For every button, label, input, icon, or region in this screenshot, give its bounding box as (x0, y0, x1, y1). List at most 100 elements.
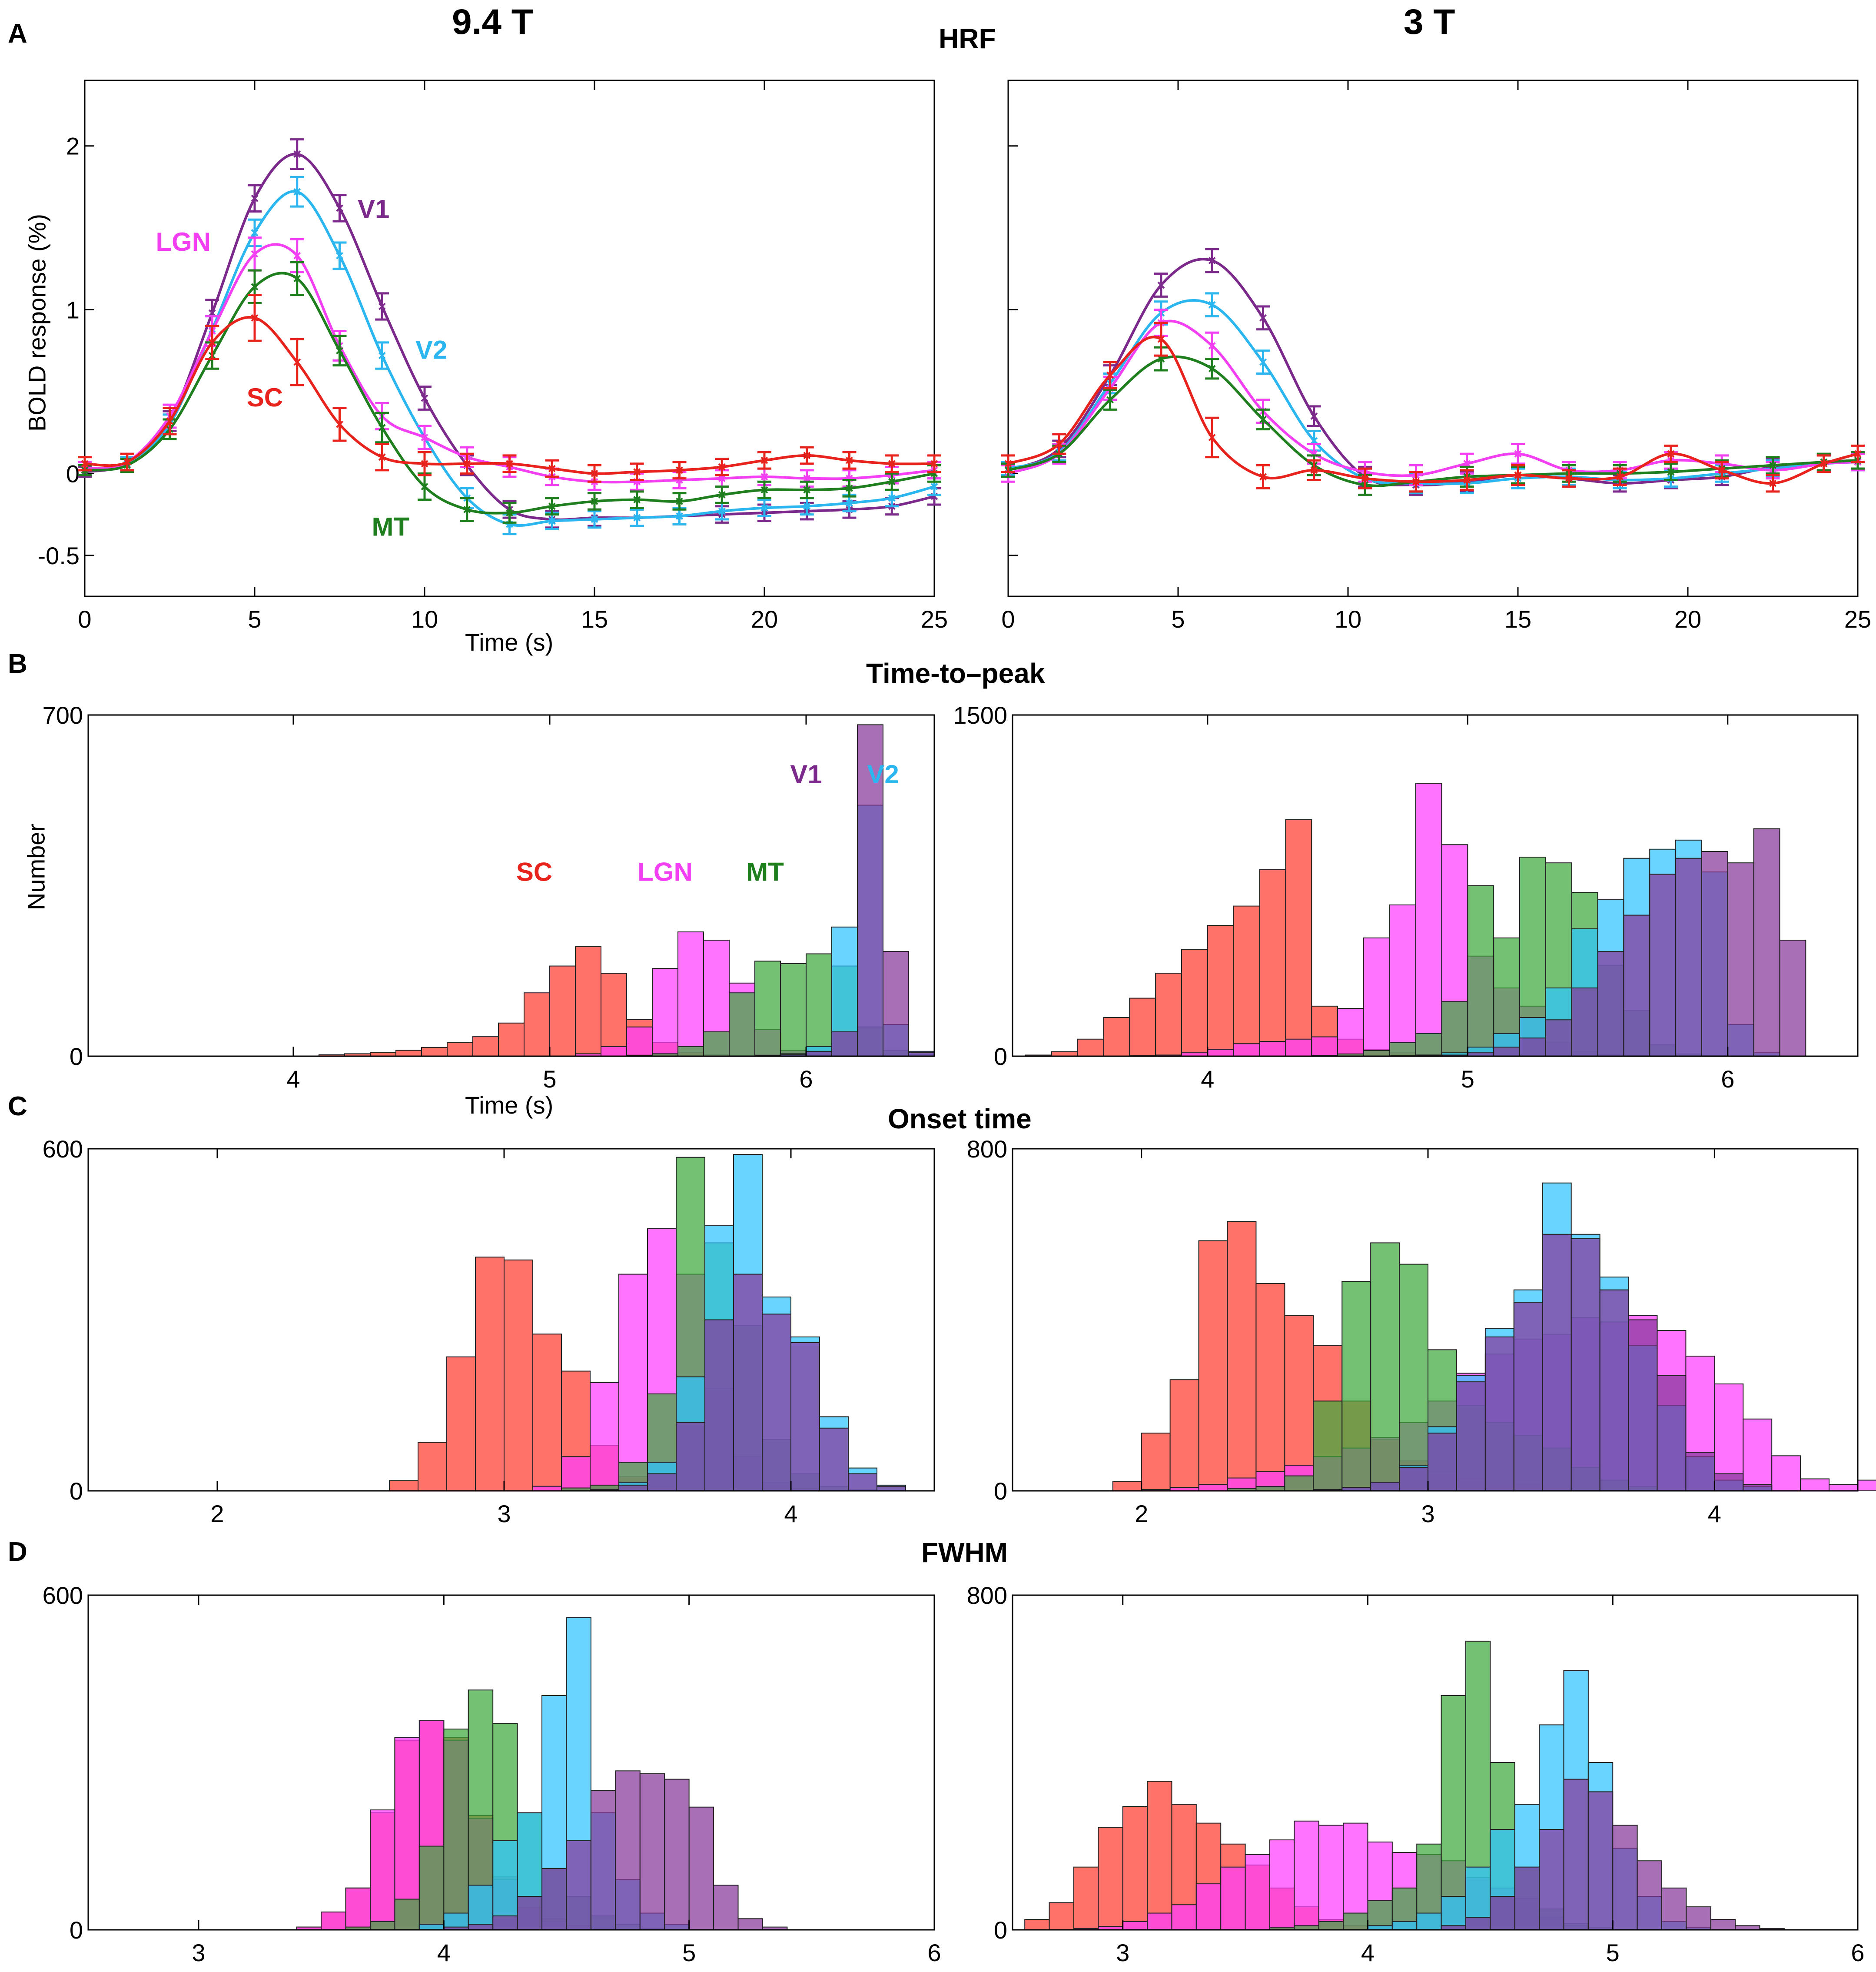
ttp94-bar-mt (677, 1046, 704, 1057)
hrf94-point (633, 496, 641, 504)
onset94-bar-v1 (848, 1473, 877, 1491)
fwhm3-bar-mt (1367, 1900, 1393, 1930)
fwhm3-bar-lgn (1220, 1866, 1246, 1930)
hrf3-point (1718, 466, 1726, 474)
hrf3-point (1106, 371, 1114, 379)
fwhm3-bar-v1 (1661, 1887, 1687, 1930)
hrf94-point (378, 453, 386, 461)
onset3-xtick-label: 3 (1421, 1500, 1434, 1527)
hrf3-line-v1 (1007, 258, 1858, 487)
onset94-frame (87, 1148, 935, 1492)
hrf3-line-mt (1008, 355, 1858, 487)
ttp3-bar-v1 (1597, 951, 1624, 1057)
fwhm94-bar-lgn (345, 1887, 371, 1930)
ttp94-ytick-label: 0 (70, 1043, 83, 1070)
onset94-ytick-label: 600 (43, 1135, 83, 1163)
onset3-bar-sc (1284, 1315, 1314, 1492)
hrf3-xtick-label: 25 (1844, 605, 1871, 633)
fwhm3-ytick-label: 0 (994, 1916, 1007, 1944)
ttp3-bar-lgn (1415, 783, 1442, 1057)
onset94-bar-sc (446, 1356, 476, 1491)
hrf94-point (718, 475, 726, 482)
onset3-bar-sc (1227, 1221, 1257, 1492)
fwhm94-bar-mt (443, 1729, 469, 1930)
hrf3-point (1361, 475, 1369, 482)
hrf3-point (1157, 281, 1165, 289)
fwhm94-bar-v2 (468, 1885, 494, 1931)
hrf94-xtick-label: 15 (581, 605, 608, 633)
ttp94-bar-v1 (806, 1051, 832, 1057)
hrf94-point (378, 424, 386, 432)
ttp94-frame (87, 714, 935, 1057)
fwhm94-ytick-label: 0 (70, 1916, 83, 1944)
hrf3-line-sc (1007, 336, 1858, 485)
panel-letter-c: C (8, 1091, 27, 1121)
ttp3-bar-lgn (1207, 1049, 1234, 1057)
hrf3-point (1565, 475, 1573, 482)
fwhm94-bar-v1 (615, 1770, 641, 1930)
hrf3-point (1208, 434, 1216, 441)
ttp94-bar-sc (395, 1050, 422, 1057)
fwhm94-bar-v1 (737, 1918, 763, 1931)
fwhm3-bar-v1 (1465, 1917, 1491, 1930)
hrf94-xtick-label: 10 (411, 605, 438, 633)
fwhm3-bar-v1 (1587, 1791, 1614, 1930)
fwhm3-bar-v1 (1710, 1919, 1736, 1930)
hrf94-point (930, 483, 938, 490)
hrf3-series-v2 (1001, 292, 1865, 495)
hrf94-label-mt: MT (372, 512, 409, 542)
fwhm94-bar-lgn (370, 1809, 395, 1931)
hrf3-point (1616, 473, 1624, 481)
hrf3-chart: 0 5 10 15 20 25 (1001, 80, 1871, 633)
ttp-xlabel: Time (s) (465, 1091, 554, 1119)
onset3-bar-v1 (1599, 1289, 1629, 1491)
ttp3-bar-lgn (1337, 1008, 1364, 1057)
fwhm3-bar-v1 (1686, 1906, 1711, 1930)
section-title-time-to-peak: Time-to–peak (866, 658, 1045, 689)
fwhm3-bar-v1 (1490, 1896, 1515, 1930)
ttp3-bar-lgn (1285, 1038, 1312, 1057)
fwhm94-series-v1 (443, 1770, 788, 1931)
hrf94-point (676, 512, 683, 520)
fwhm94-xtick-label: 6 (927, 1939, 941, 1966)
fwhm94-bar-mt (370, 1921, 395, 1930)
ttp3-bar-sc (1129, 998, 1156, 1057)
ttp3-bar-sc (1233, 905, 1260, 1057)
ttp94-series-v1 (754, 724, 935, 1057)
hrf94-point (591, 498, 598, 505)
hrf3-xtick-label: 5 (1171, 605, 1185, 633)
fwhm94-bar-v2 (418, 1924, 445, 1930)
hrf94-chart: 0 5 10 15 20 25 -0.5 0 1 2 LGN V1 V2 SC MT (38, 80, 948, 633)
fwhm3-series-v1 (1441, 1779, 1785, 1930)
hrf3-point (1769, 479, 1776, 487)
fwhm94-bar-v1 (517, 1896, 543, 1930)
fwhm3-bar-lgn (1294, 1820, 1319, 1930)
ttp94-bar-sc (472, 1036, 499, 1057)
hrf94-ytick-label: 1 (66, 296, 80, 324)
ttp3-frame (1012, 714, 1859, 1057)
hrf94-point (548, 502, 556, 510)
fwhm3-bar-v2 (1416, 1912, 1442, 1930)
ttp94-label-mt: MT (746, 857, 784, 886)
fwhm94-bar-mt (418, 1846, 445, 1930)
ttp3-bar-v1 (1727, 862, 1754, 1057)
fwhm3-bar-v1 (1612, 1825, 1638, 1930)
ttp3-bar-mt (1389, 1042, 1416, 1057)
ttp3-bar-sc (1103, 1017, 1130, 1057)
hrf3-point (1259, 473, 1267, 481)
hrf94-point (888, 494, 896, 502)
hrf94-point (846, 484, 853, 492)
ttp94-bar-lgn (652, 968, 678, 1057)
fwhm3-xtick-label: 3 (1116, 1939, 1129, 1966)
hrf94-point (208, 339, 216, 346)
onset3-bar-v1 (1399, 1467, 1429, 1492)
ttp3-bar-sc (1207, 925, 1234, 1057)
onset3-bar-mt (1399, 1264, 1429, 1492)
onset3-bar-sc (1255, 1283, 1285, 1492)
ttp3-bar-sc (1181, 949, 1208, 1057)
hrf94-point (506, 509, 513, 517)
hrf94-series-mt (78, 261, 941, 524)
fwhm3-bar-lgn (1245, 1854, 1270, 1930)
ttp3-series-v1 (1415, 828, 1806, 1057)
fwhm3-bar-lgn (1171, 1904, 1197, 1930)
